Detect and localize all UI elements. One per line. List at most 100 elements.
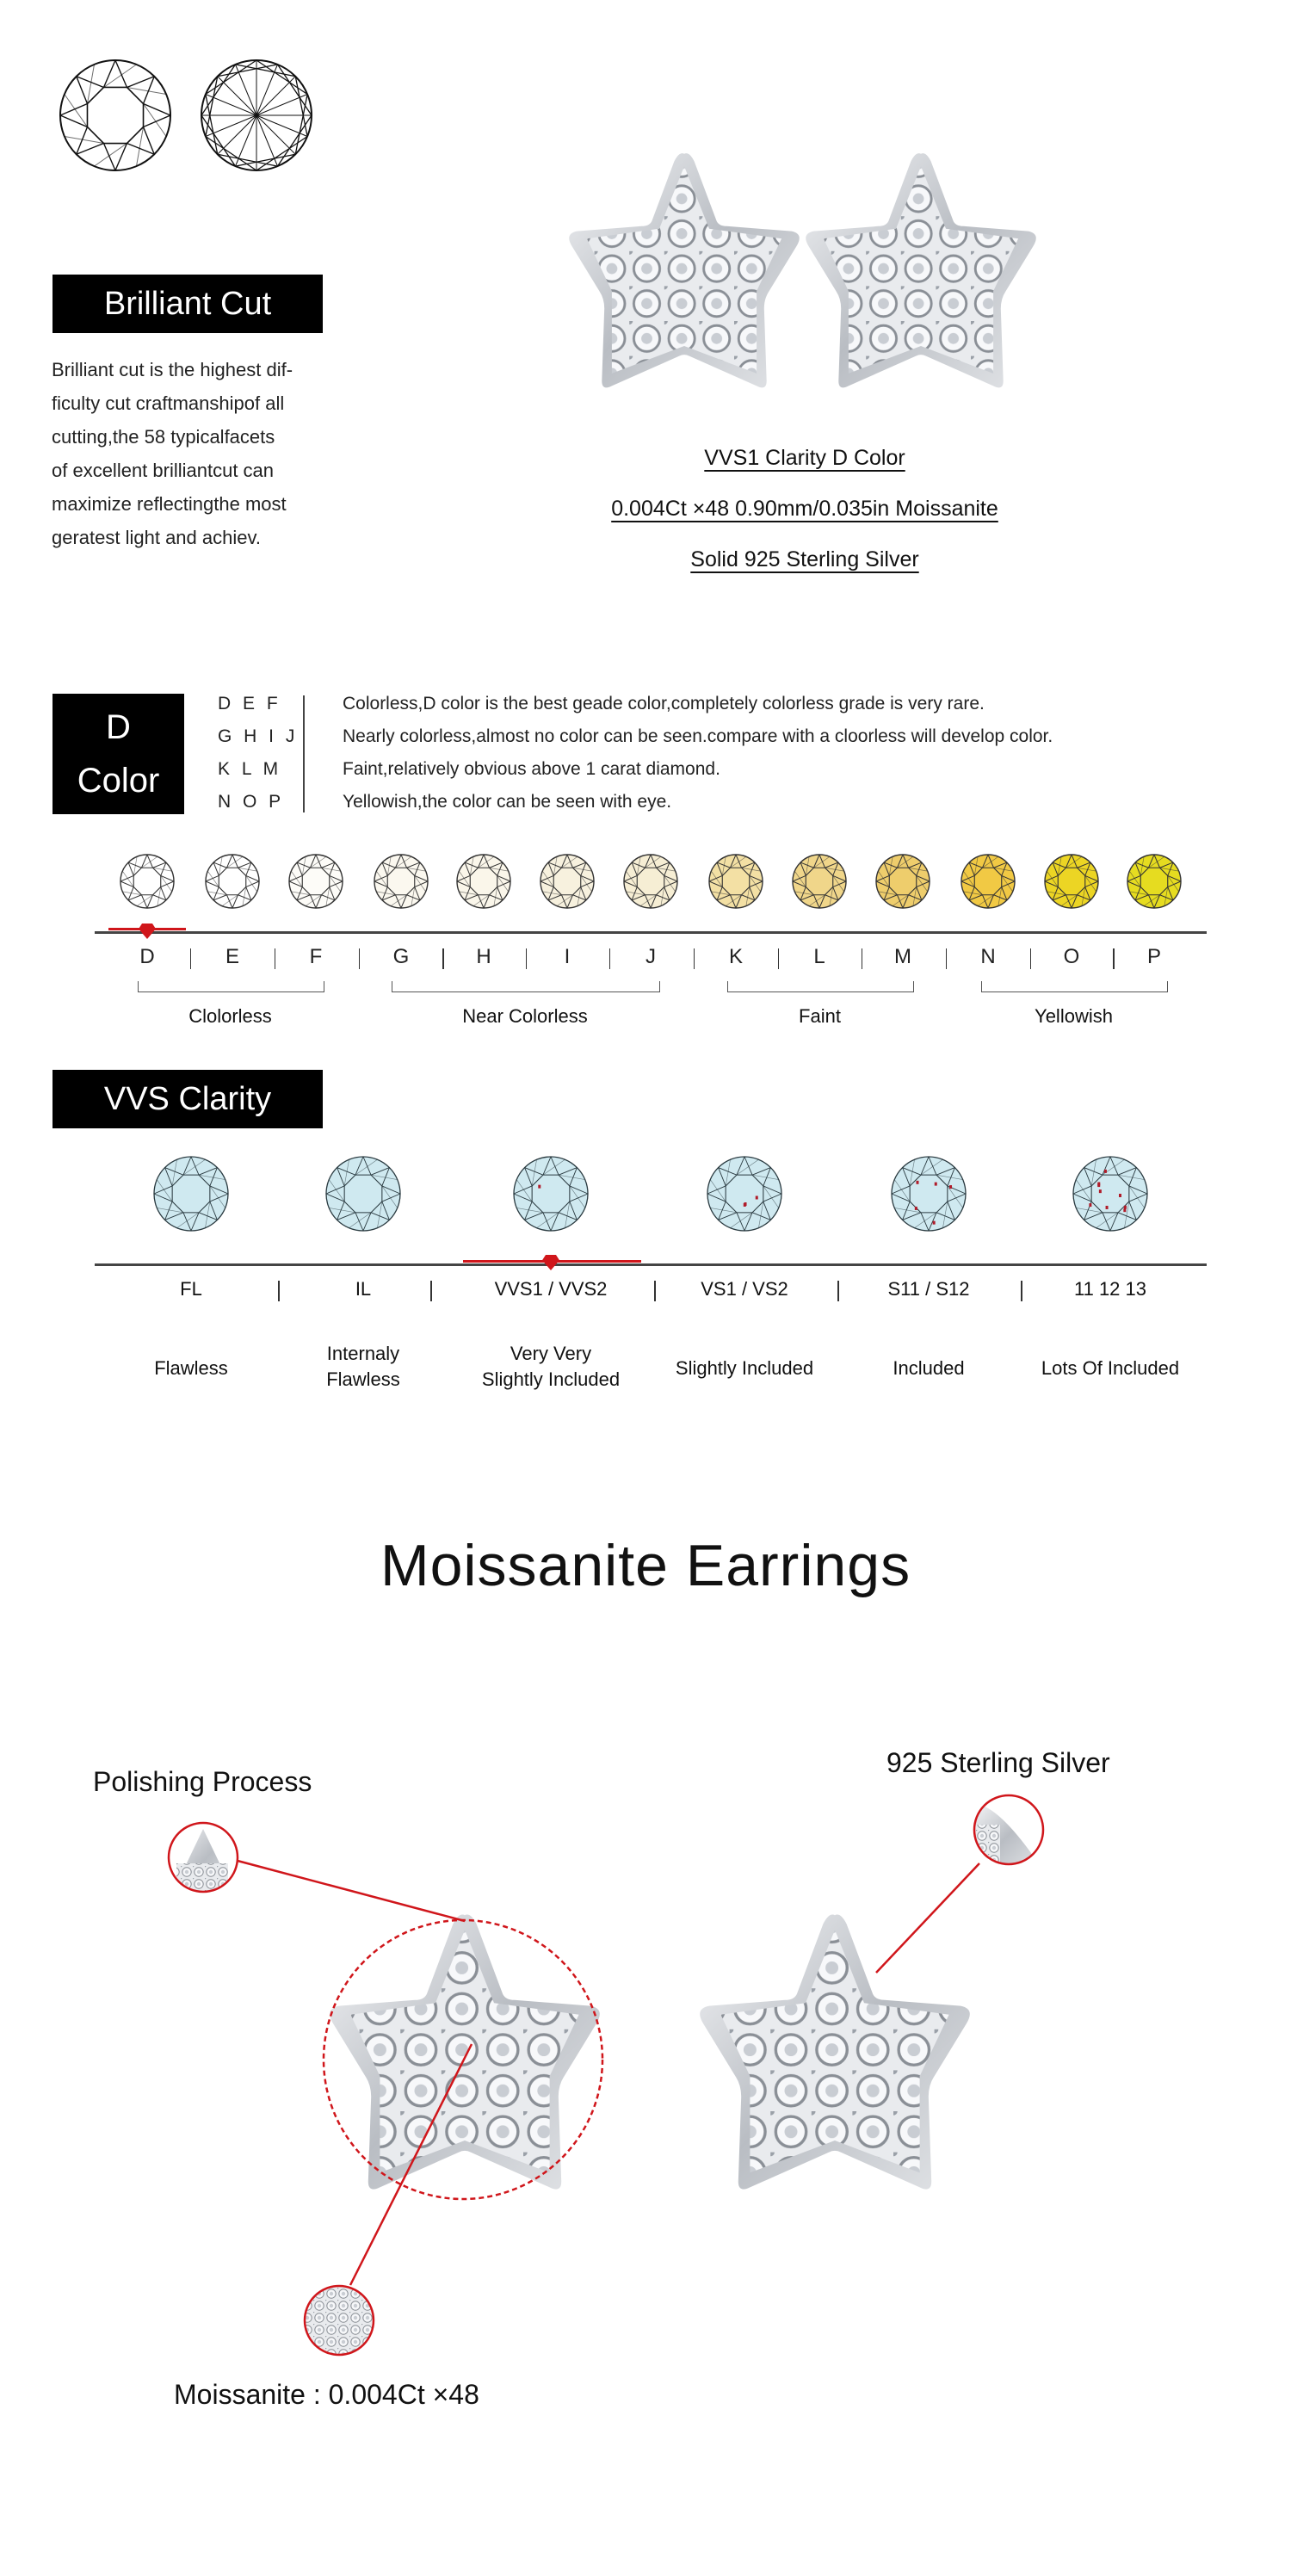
- earring-showcase: [167, 1794, 1045, 2357]
- inclusion-mark: [1119, 1194, 1121, 1197]
- showcase-title: Moissanite Earrings: [380, 1533, 911, 1598]
- color-table-divider: [303, 695, 305, 812]
- clarity-gem: [153, 1156, 229, 1232]
- color-grade-letter: E: [225, 945, 240, 968]
- description-line: geratest light and achiev.: [52, 527, 261, 548]
- clarity-gem: [1072, 1156, 1148, 1232]
- color-group-bracket: [727, 981, 914, 992]
- clarity-scale-line: [95, 1263, 1207, 1266]
- inclusion-mark: [1098, 1189, 1102, 1194]
- clarity-grade-label: IL: [355, 1278, 372, 1300]
- clarity-gem: [513, 1156, 589, 1232]
- color-grade-letter: I: [564, 945, 571, 968]
- inclusion-mark: [1123, 1205, 1127, 1209]
- color-grade-separator: [608, 948, 610, 969]
- brilliant-cut-bottom-view-icon: [201, 59, 312, 171]
- clarity-grade-separator: [278, 1281, 280, 1301]
- callout-label-moissanite: Moissanite : 0.004Ct ×48: [174, 2379, 479, 2410]
- clarity-description-line: Internaly: [326, 1343, 400, 1364]
- color-scale-gems: [120, 854, 1182, 909]
- color-group-label: Faint: [799, 1005, 841, 1027]
- inclusion-mark: [1089, 1203, 1092, 1208]
- color-gem-G: [374, 854, 429, 909]
- inclusion-mark: [538, 1184, 541, 1189]
- clarity-grade-description: Included: [825, 1356, 1032, 1381]
- inclusion-mark: [934, 1182, 937, 1186]
- color-gem-D: [120, 854, 175, 909]
- color-grade-description: Faint,relatively obvious above 1 carat d…: [343, 759, 720, 779]
- clarity-grade-description: Flawless: [88, 1356, 294, 1381]
- color-grade-letter: P: [1146, 945, 1162, 968]
- clarity-grade-separator: [654, 1281, 656, 1301]
- spec-stone-size: 0.004Ct ×48 0.90mm/0.035in Moissanite: [611, 497, 998, 521]
- callout-line-polishing: [237, 1859, 466, 1923]
- inclusion-mark: [755, 1195, 758, 1200]
- callout-label-silver: 925 Sterling Silver: [886, 1747, 1110, 1778]
- color-scale-line: [95, 931, 1207, 934]
- clarity-description-line: Lots Of Included: [1041, 1357, 1180, 1379]
- description-line: ficulty cut craftmanshipof all: [52, 392, 285, 414]
- color-gem-H: [456, 854, 511, 909]
- brilliant-cut-top-view-icon-shape: [59, 59, 171, 171]
- inclusion-mark: [932, 1220, 936, 1225]
- callout-label-polishing: Polishing Process: [93, 1766, 312, 1797]
- brilliant-cut-description: Brilliant cut is the highest dif-ficulty…: [52, 353, 344, 554]
- color-grade-letter: K: [728, 945, 744, 968]
- color-gem-E: [205, 854, 260, 909]
- clarity-grade-label: VS1 / VS2: [701, 1278, 788, 1300]
- clarity-description-line: Flawless: [154, 1357, 228, 1379]
- vvs-clarity-heading: VVS Clarity: [53, 1070, 323, 1128]
- color-group-label: Yellowish: [1035, 1005, 1113, 1027]
- color-grade-letter: N: [980, 945, 996, 968]
- d-color-heading-letter: D: [106, 708, 131, 746]
- description-line: of excellent brilliantcut can: [52, 460, 275, 481]
- color-grade-letter: L: [813, 945, 825, 968]
- clarity-grade-description: Internaly Flawless: [260, 1341, 466, 1393]
- clarity-gem: [891, 1156, 967, 1232]
- color-grade-separator: [777, 948, 779, 969]
- color-grade-description: Nearly colorless,almost no color can be …: [343, 726, 1053, 746]
- callout-zoom-moissanite: [303, 2284, 375, 2357]
- color-gem-F: [288, 854, 343, 909]
- color-gem-J: [623, 854, 678, 909]
- color-grade-separator: [442, 948, 444, 969]
- color-grade-separator: [189, 948, 191, 969]
- color-group-bracket: [138, 981, 324, 992]
- color-grade-separator: [693, 948, 695, 969]
- spec-clarity-color: VVS1 Clarity D Color: [704, 446, 905, 470]
- clarity-grade-label: 11 12 13: [1073, 1278, 1147, 1300]
- color-gem-M: [875, 854, 930, 909]
- color-grade-letter: F: [309, 945, 323, 968]
- clarity-grade-separator: [430, 1281, 432, 1301]
- color-grade-separator: [358, 948, 360, 969]
- inclusion-mark: [1097, 1182, 1101, 1186]
- inclusion-mark: [916, 1180, 919, 1184]
- clarity-grade-label: VVS1 / VVS2: [494, 1278, 608, 1300]
- color-grade-group: N O P: [218, 792, 285, 812]
- brilliant-cut-heading: Brilliant Cut: [53, 275, 323, 333]
- callout-line-silver: [875, 1863, 980, 1974]
- clarity-grade-separator: [1021, 1281, 1022, 1301]
- clarity-description-line: Included: [893, 1357, 965, 1379]
- color-grade-description: Yellowish,the color can be seen with eye…: [343, 792, 672, 812]
- color-grade-letter: H: [476, 945, 491, 968]
- spec-metal: Solid 925 Sterling Silver: [690, 547, 919, 571]
- color-group-bracket: [392, 981, 660, 992]
- description-line: Brilliant cut is the highest dif-: [52, 359, 293, 380]
- star-earring-detail-right: [700, 1914, 970, 2190]
- clarity-description-line: Flawless: [326, 1368, 400, 1390]
- callout-zoom-polishing: [167, 1821, 239, 1893]
- inclusion-mark: [949, 1185, 953, 1189]
- description-line: maximize reflectingthe most: [52, 493, 287, 515]
- color-grade-separator: [1029, 948, 1031, 969]
- callout-zoom-silver: [973, 1794, 1045, 1866]
- color-gem-K: [708, 854, 763, 909]
- color-grade-letter: J: [646, 945, 656, 968]
- color-grade-description: Colorless,D color is the best geade colo…: [343, 694, 985, 713]
- color-grade-group: K L M: [218, 759, 282, 779]
- clarity-description-line: Slightly Included: [481, 1368, 621, 1390]
- inclusion-mark: [1103, 1169, 1107, 1173]
- d-color-heading-word: Color: [77, 762, 160, 800]
- color-grade-separator: [945, 948, 947, 969]
- color-grade-group: G H I J: [218, 726, 299, 746]
